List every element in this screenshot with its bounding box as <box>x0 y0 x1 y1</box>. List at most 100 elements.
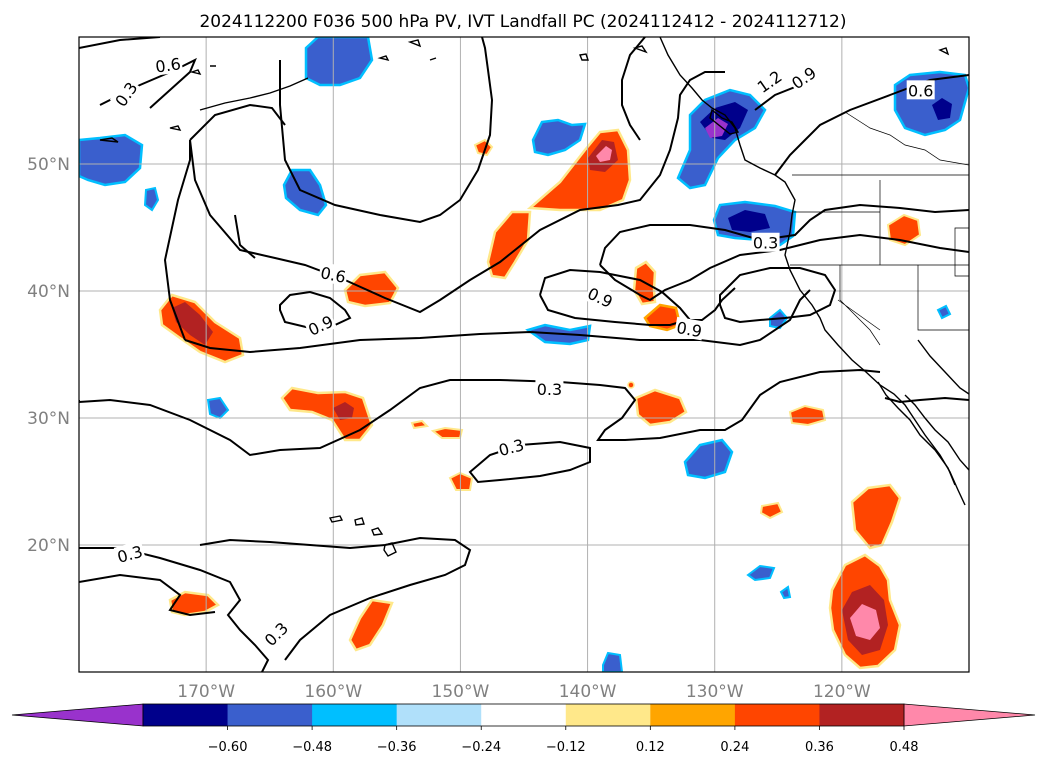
anomaly-patch <box>206 396 230 420</box>
anomaly-patch <box>850 483 902 550</box>
colorbar-segment <box>481 704 567 726</box>
lat-tick-label: 20°N <box>27 536 70 556</box>
contour-label-backing <box>906 80 935 100</box>
contour-label-text: 0.6 <box>154 54 182 76</box>
contour-line <box>79 547 270 672</box>
anomaly-patch <box>746 564 776 582</box>
contour-label-backing <box>109 76 142 111</box>
contour-label: 0.6 <box>906 80 935 100</box>
anomaly-patch <box>779 585 792 600</box>
anomaly-patch <box>627 381 635 389</box>
latitude-tick-labels: 20°N 30°N 40°N 50°N <box>27 155 70 556</box>
anomaly-patch <box>932 98 952 120</box>
anomaly-patch <box>683 438 734 480</box>
coastlines <box>99 37 969 557</box>
contour-line <box>539 268 736 321</box>
anomaly-patch <box>634 388 688 427</box>
colorbar-segment <box>565 704 651 726</box>
contour-label-backing <box>303 310 338 340</box>
colorbar-tick-label: −0.12 <box>546 740 586 755</box>
anomaly-patch <box>596 146 612 162</box>
colorbar-tick-label: 0.48 <box>890 740 919 755</box>
contour-label: 0.3 <box>535 378 564 399</box>
contour-label-backing <box>259 616 293 651</box>
contour-label-backing <box>535 378 564 398</box>
colorbar-segment <box>143 704 229 726</box>
colorbar-tick-label: 0.36 <box>805 740 834 755</box>
longitude-tick-labels: 170°W 160°W 150°W 140°W 130°W 120°W <box>177 682 871 702</box>
figure-title: 2024112200 F036 500 hPa PV, IVT Landfall… <box>199 12 846 32</box>
anomaly-patch <box>850 604 880 640</box>
contour-line <box>163 140 191 341</box>
islands-north <box>99 39 950 143</box>
contour-label-text: 0.6 <box>908 81 933 100</box>
contour-label-text: 0.9 <box>675 318 703 341</box>
colorbar-tick-label: −0.48 <box>292 740 332 755</box>
anomaly-patch <box>143 186 160 212</box>
contour-label: 0.3 <box>751 232 780 253</box>
hawaii-islands <box>328 515 397 557</box>
lon-tick-label: 130°W <box>686 682 744 702</box>
contour-label-backing <box>495 433 528 460</box>
positive-anomaly-shading <box>158 128 922 670</box>
map-frame <box>78 36 970 673</box>
colorbar-segments <box>11 703 1036 727</box>
anomaly-patch <box>280 386 374 442</box>
contour-label-backing <box>583 282 618 312</box>
anomaly-patch <box>333 402 354 420</box>
lon-tick-label: 150°W <box>432 682 490 702</box>
contour-label-backing <box>786 61 821 94</box>
contour-label: 0.9 <box>673 316 705 341</box>
lat-tick-label: 30°N <box>27 409 70 429</box>
colorbar-tick-labels: −0.60 −0.48 −0.36 −0.24 −0.12 0.12 0.24 0.36 0.4… <box>208 726 919 755</box>
contour-label-backing <box>317 261 350 287</box>
colorbar-segment <box>734 704 820 726</box>
gridlines <box>79 37 969 672</box>
contour-label-backing <box>751 232 780 252</box>
colorbar-segment <box>312 704 398 726</box>
contour-line <box>99 57 197 109</box>
lat-tick-label: 50°N <box>27 155 70 175</box>
map-content: 0.60.30.60.90.30.30.90.91.2 0.9 0.60.30.30… <box>79 37 969 672</box>
contour-label-text: 0.3 <box>753 234 778 253</box>
colorbar-extend-high <box>903 703 1036 727</box>
contour-line <box>279 37 494 224</box>
colorbar: −0.60 −0.48 −0.36 −0.24 −0.12 0.12 0.24 0.36 0.4… <box>11 703 1036 755</box>
anomaly-patch <box>430 426 464 439</box>
anomaly-patch <box>448 471 474 491</box>
anomaly-patch <box>788 404 827 427</box>
alaska-aleutian-coast <box>199 77 309 111</box>
anomaly-patch <box>759 501 784 520</box>
colorbar-tick-label: −0.60 <box>208 740 248 755</box>
baja-california-coast <box>877 381 956 486</box>
contour-line <box>279 290 352 330</box>
contour-line <box>79 368 881 457</box>
contour-line <box>79 573 216 617</box>
anomaly-patch <box>936 304 952 320</box>
contour-label-backing <box>152 53 184 76</box>
anomaly-patch <box>304 37 374 87</box>
contour-line <box>621 37 646 141</box>
lon-tick-label: 160°W <box>304 682 362 702</box>
contour-label-text: 0.6 <box>319 263 348 287</box>
lon-tick-label: 140°W <box>559 682 617 702</box>
colorbar-segment <box>650 704 736 726</box>
contour-line <box>184 289 811 354</box>
colorbar-tick-label: 0.24 <box>720 740 749 755</box>
gulf-of-california-coast <box>904 394 969 471</box>
contour-line <box>79 37 161 49</box>
anomaly-patch <box>886 213 922 247</box>
anomaly-patch <box>79 133 144 187</box>
contour-label: 0.6 <box>317 261 350 287</box>
colorbar-tick-label: 0.12 <box>636 740 665 755</box>
colorbar-extend-low <box>11 703 144 727</box>
contour-line <box>539 294 681 326</box>
colorbar-segment <box>227 704 313 726</box>
anomaly-patch <box>705 118 728 138</box>
lat-tick-label: 40°N <box>27 282 70 302</box>
contour-line <box>234 214 256 259</box>
anomaly-patch <box>348 598 394 652</box>
north-america-coastline <box>659 37 966 506</box>
mainland-mexico-coast <box>917 339 969 395</box>
